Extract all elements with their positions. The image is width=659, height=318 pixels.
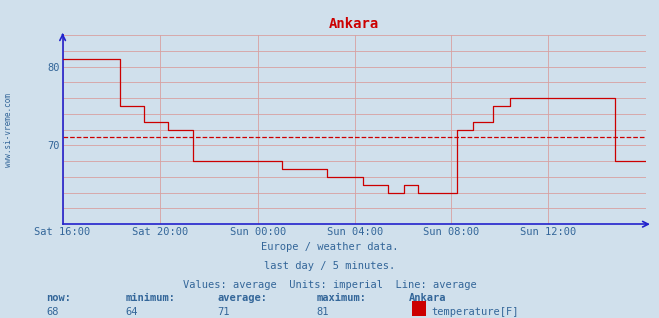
Text: 68: 68 xyxy=(46,307,59,317)
Text: www.si-vreme.com: www.si-vreme.com xyxy=(4,93,13,167)
Text: 81: 81 xyxy=(316,307,329,317)
Text: Values: average  Units: imperial  Line: average: Values: average Units: imperial Line: av… xyxy=(183,280,476,290)
Text: now:: now: xyxy=(46,293,71,302)
Text: 71: 71 xyxy=(217,307,230,317)
Text: Ankara: Ankara xyxy=(409,293,446,302)
Text: last day / 5 minutes.: last day / 5 minutes. xyxy=(264,261,395,271)
Text: maximum:: maximum: xyxy=(316,293,366,302)
Text: Europe / weather data.: Europe / weather data. xyxy=(261,242,398,252)
Text: average:: average: xyxy=(217,293,268,302)
Title: Ankara: Ankara xyxy=(329,17,380,31)
Text: minimum:: minimum: xyxy=(125,293,175,302)
Text: temperature[F]: temperature[F] xyxy=(432,307,519,317)
Text: 64: 64 xyxy=(125,307,138,317)
